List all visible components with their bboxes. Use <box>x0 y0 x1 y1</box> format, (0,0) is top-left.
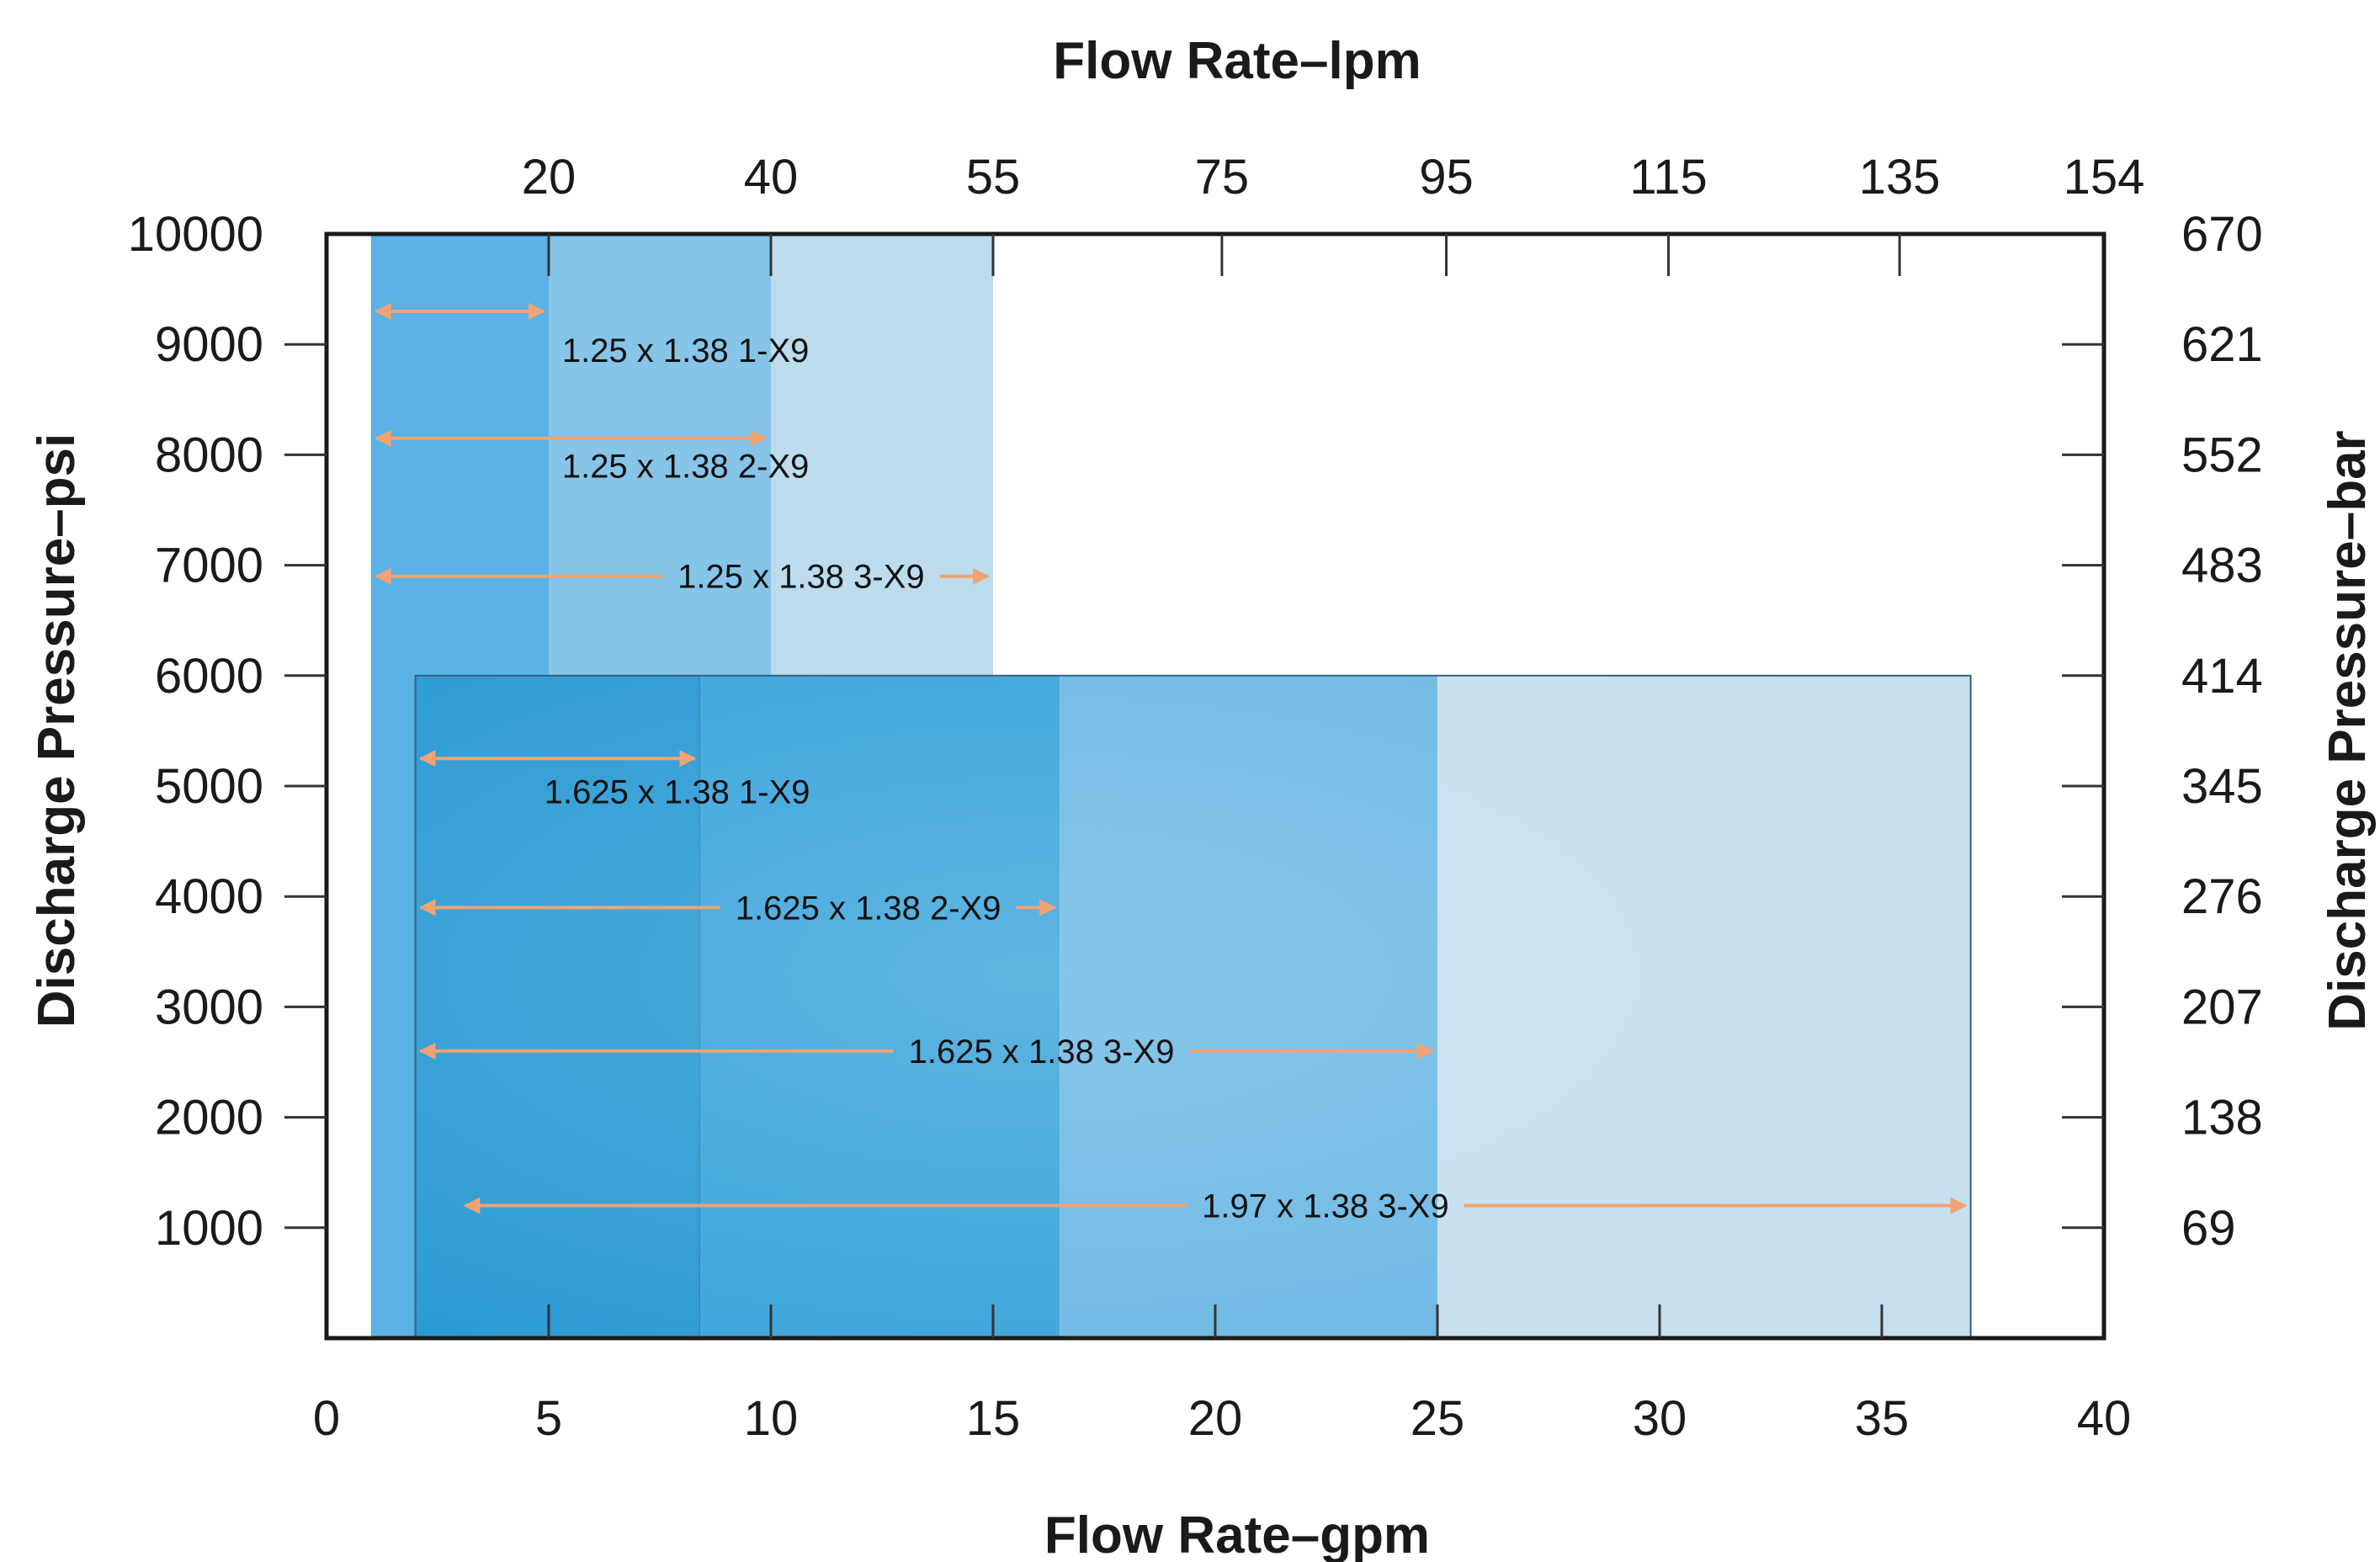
right-tick-label: 138 <box>2181 1091 2263 1145</box>
tick-marks <box>284 234 2104 1338</box>
left-tick-label: 5000 <box>155 759 263 814</box>
top-tick-label: 115 <box>1629 150 1707 205</box>
bottom-tick-label: 20 <box>1188 1391 1243 1446</box>
left-tick-label: 3000 <box>155 980 263 1034</box>
range-label: 1.625 x 1.38 3-X9 <box>909 1033 1175 1071</box>
right-tick-label: 552 <box>2181 428 2263 482</box>
right-tick-label: 483 <box>2181 539 2263 593</box>
bottom-tick-label: 10 <box>744 1391 799 1446</box>
right-tick-label: 621 <box>2181 317 2263 372</box>
top-tick-label: 55 <box>966 150 1021 205</box>
top-tick-label: 154 <box>2064 150 2145 205</box>
lower-range-outline <box>414 674 1972 1339</box>
top-axis-title: Flow Rate–lpm <box>1053 32 1421 90</box>
bottom-tick-label: 40 <box>2077 1391 2132 1446</box>
left-tick-label: 7000 <box>155 539 263 593</box>
bottom-tick-label: 15 <box>966 1391 1021 1446</box>
right-tick-label: 345 <box>2181 759 2263 814</box>
top-tick-label: 95 <box>1419 150 1474 205</box>
range-label: 1.625 x 1.38 1-X9 <box>545 774 810 811</box>
bottom-tick-label: 0 <box>313 1391 340 1446</box>
left-tick-label: 4000 <box>155 869 263 924</box>
range-label: 1.25 x 1.38 1-X9 <box>562 332 810 369</box>
range-arrows <box>374 302 1968 1214</box>
bottom-tick-label: 5 <box>535 1391 562 1446</box>
top-tick-label: 75 <box>1195 150 1250 205</box>
axis-titles: Flow Rate–lpm Flow Rate–gpm Discharge Pr… <box>28 32 2377 1562</box>
left-tick-label: 8000 <box>155 428 263 482</box>
left-tick-label: 1000 <box>155 1201 263 1256</box>
right-tick-label: 414 <box>2181 649 2263 704</box>
left-tick-label: 2000 <box>155 1091 263 1145</box>
left-tick-label: 6000 <box>155 649 263 704</box>
left-tick-label: 9000 <box>155 317 263 372</box>
bottom-tick-label: 35 <box>1855 1391 1910 1446</box>
tick-labels: 0 5 10 15 20 25 30 35 40 20 40 55 75 95 115 135 154 1000 2… <box>128 150 2263 1446</box>
right-tick-label: 69 <box>2181 1201 2236 1256</box>
bottom-tick-label: 25 <box>1410 1391 1465 1446</box>
bottom-tick-label: 30 <box>1633 1391 1687 1446</box>
range-bands <box>370 234 1972 1339</box>
top-tick-label: 135 <box>1859 150 1941 205</box>
top-tick-label: 20 <box>522 150 576 205</box>
left-tick-label: 10000 <box>128 207 263 262</box>
top-tick-label: 40 <box>744 150 799 205</box>
range-labels: 1.25 x 1.38 1-X9 1.25 x 1.38 2-X9 1.25 x 1… <box>545 332 1449 1225</box>
right-tick-label: 670 <box>2181 207 2263 262</box>
right-tick-label: 276 <box>2181 869 2263 924</box>
range-label: 1.25 x 1.38 3-X9 <box>677 559 925 596</box>
range-label: 1.97 x 1.38 3-X9 <box>1202 1188 1449 1225</box>
left-axis-title: Discharge Pressure–psi <box>28 433 86 1028</box>
range-label: 1.25 x 1.38 2-X9 <box>562 449 810 486</box>
right-tick-label: 207 <box>2181 980 2263 1034</box>
bottom-axis-title: Flow Rate–gpm <box>1044 1506 1430 1562</box>
right-axis-title: Discharge Pressure–bar <box>2319 430 2377 1030</box>
range-label: 1.625 x 1.38 2-X9 <box>736 890 1001 927</box>
